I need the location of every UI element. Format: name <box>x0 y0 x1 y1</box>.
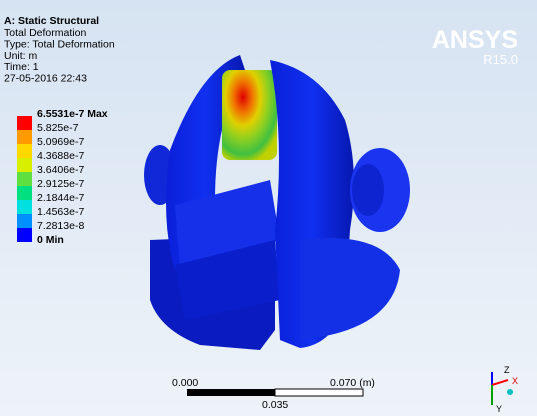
viewport: A: Static Structural Total DeformationTy… <box>0 0 537 416</box>
legend-label: 5.0969e-7 <box>37 136 84 148</box>
legend-swatches <box>17 116 32 242</box>
triad-z: Z <box>504 365 510 375</box>
triad <box>492 372 513 405</box>
header-line: Time: 1 <box>4 61 39 73</box>
scale-middle: 0.035 <box>262 399 288 411</box>
legend-label: 6.5531e-7 Max <box>37 108 108 120</box>
scene: A: Static Structural Total DeformationTy… <box>0 0 537 416</box>
legend-label: 0 Min <box>37 234 64 246</box>
legend-label: 5.825e-7 <box>37 122 79 134</box>
legend-label: 4.3688e-7 <box>37 150 84 162</box>
header-line: 27-05-2016 22:43 <box>4 73 87 85</box>
model <box>144 55 410 350</box>
scale-bar-white <box>275 389 363 396</box>
logo-version: R15.0 <box>483 52 518 67</box>
legend-label: 2.9125e-7 <box>37 178 84 190</box>
legend-label: 7.2813e-8 <box>37 220 84 232</box>
triad-y: Y <box>496 404 502 414</box>
scale-bar-black <box>187 389 275 396</box>
triad-x: X <box>512 376 518 386</box>
header-line: Type: Total Deformation <box>4 38 115 50</box>
header-title: A: Static Structural <box>4 15 99 27</box>
header-line: Unit: m <box>4 50 38 62</box>
scale-left: 0.000 <box>172 377 198 389</box>
legend-label: 3.6406e-7 <box>37 164 84 176</box>
scale-right: 0.070 (m) <box>330 377 375 389</box>
legend-label: 1.4563e-7 <box>37 206 84 218</box>
logo-name: ANSYS <box>432 26 518 54</box>
legend-label: 2.1844e-7 <box>37 192 84 204</box>
header-line: Total Deformation <box>4 27 86 39</box>
